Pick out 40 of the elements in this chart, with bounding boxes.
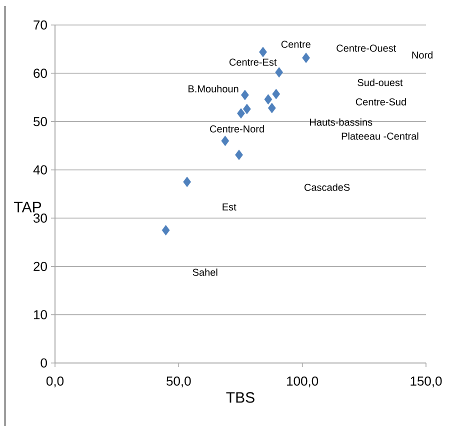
y-tick-label: 10	[34, 310, 47, 320]
point	[221, 136, 230, 146]
annotation: Centre-Sud	[356, 98, 406, 106]
point	[259, 46, 267, 58]
annotation: Nord	[412, 51, 432, 59]
y-tick-label: 0	[40, 358, 47, 368]
point	[268, 102, 276, 114]
x-tick-label: 150,0	[410, 376, 442, 388]
x-tick-label: 0,0	[46, 376, 64, 388]
y-tick-label: 70	[34, 20, 47, 30]
point	[241, 90, 249, 100]
point	[235, 150, 243, 160]
x-axis-title: TBS	[226, 392, 254, 403]
annotation: CascadeS	[304, 184, 350, 191]
point	[264, 94, 272, 105]
x-tick-label: 50,0	[166, 376, 191, 388]
point	[302, 52, 310, 64]
y-tick-label: 20	[34, 262, 47, 272]
annotation: Centre-Nord	[210, 125, 264, 132]
annotation: Centre-Ouest	[336, 44, 396, 52]
point	[162, 225, 170, 236]
point	[183, 176, 192, 188]
x-tick-label: 100,0	[287, 376, 318, 388]
annotation: Centre	[281, 40, 310, 48]
annotation: Sahel	[192, 268, 218, 276]
annotation: Centre-Est	[229, 58, 277, 66]
annotation: Sud-ouest	[358, 78, 403, 86]
y-tick-label: 60	[34, 68, 47, 78]
y-axis-title: TAP	[14, 202, 42, 212]
point	[237, 108, 245, 119]
annotation: Plateeau -Central	[342, 132, 418, 140]
point	[272, 88, 280, 100]
point	[242, 104, 251, 114]
annotation: Est	[222, 204, 236, 211]
point	[275, 67, 284, 78]
y-tick-label: 40	[33, 165, 47, 174]
annotation: Hauts-bassins	[310, 118, 372, 126]
y-tick-label: 50	[34, 116, 47, 126]
y-tick-label: 30	[34, 214, 47, 223]
annotation: B.Mouhoun	[188, 85, 238, 92]
